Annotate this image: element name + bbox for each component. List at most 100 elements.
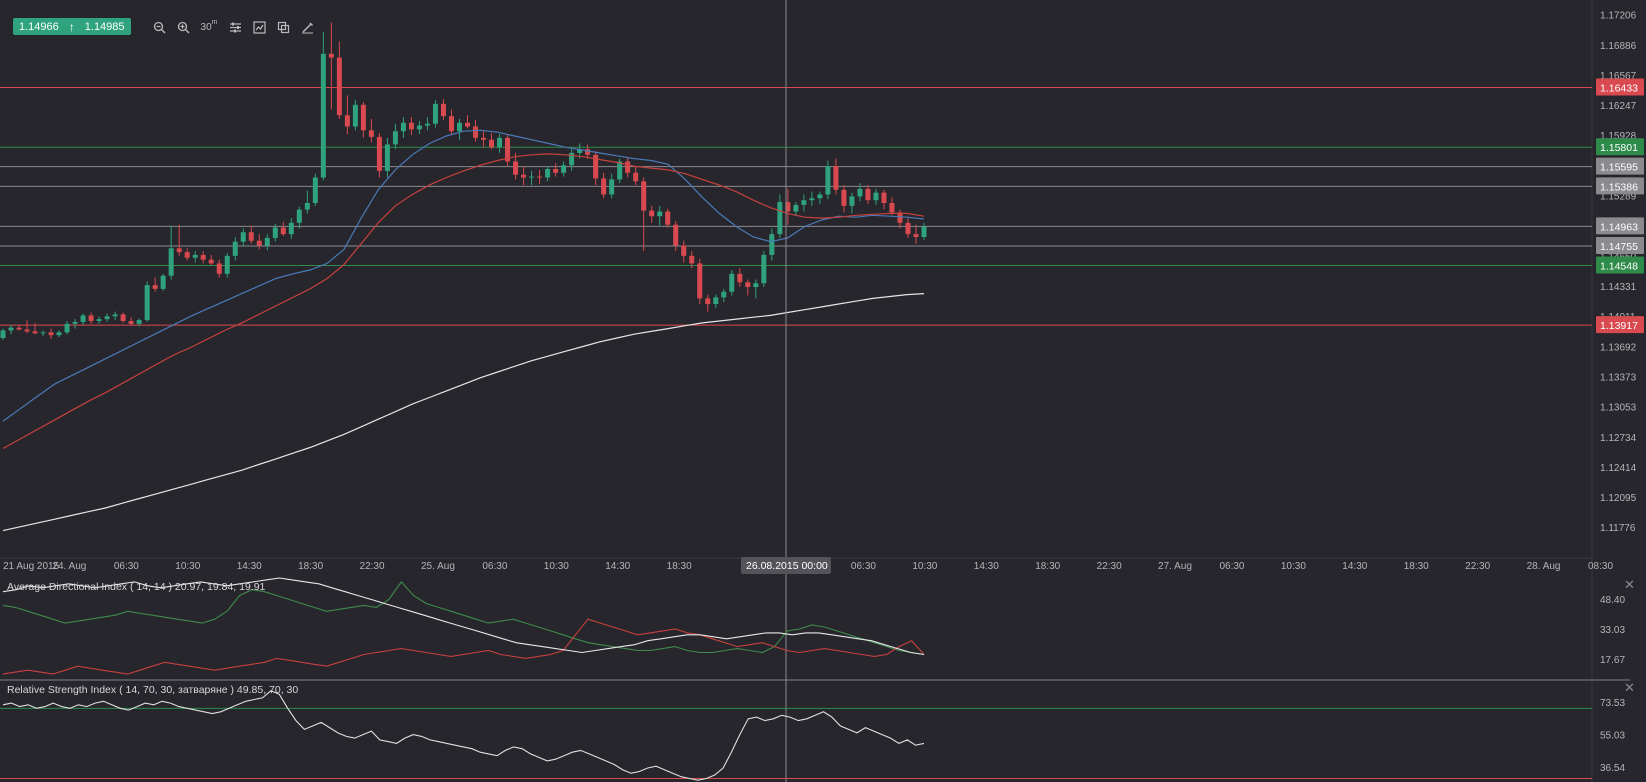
adx-close-icon[interactable]: ✕ [1624, 577, 1635, 592]
price-tick-label: 1.11776 [1600, 523, 1636, 534]
candle-body [529, 176, 535, 178]
time-tick-label: 21 Aug 2015 [3, 561, 60, 572]
price-tick-label: 1.15928 [1600, 131, 1637, 142]
candle-body [873, 192, 879, 201]
candle-body [545, 169, 551, 178]
candle-body [416, 125, 422, 130]
rsi-label: Relative Strength Index ( 14, 70, 30, за… [7, 684, 299, 696]
candle-body [328, 53, 334, 58]
candle-body [625, 161, 631, 173]
candle-body [561, 165, 567, 173]
moving-average-ma_long [2, 293, 925, 532]
time-tick-label: 18:30 [667, 561, 692, 572]
candle-body [456, 122, 462, 132]
settings-icon[interactable] [226, 18, 244, 36]
candle-body [825, 166, 831, 195]
timeframe-unit: m [211, 18, 218, 26]
candle-body [521, 174, 527, 178]
candle-body [104, 316, 110, 320]
candle-body [96, 319, 102, 322]
candle-body [777, 202, 783, 235]
draw-icon[interactable] [298, 18, 316, 36]
time-tick-label: 22:30 [360, 561, 385, 572]
time-tick-label: 06:30 [482, 561, 507, 572]
timeframe-icon[interactable]: 30 m [198, 18, 220, 36]
candle-body [697, 263, 703, 299]
candle-body [88, 315, 94, 322]
candle-body [553, 169, 559, 173]
candle-body [857, 188, 863, 197]
candle-body [160, 275, 166, 289]
time-tick-label: 14:30 [237, 561, 262, 572]
level-badge [1596, 157, 1644, 175]
level-label: 1.15386 [1600, 181, 1638, 193]
candle-body [497, 137, 503, 148]
candle-body [64, 323, 70, 333]
candle-body [432, 103, 438, 124]
time-tick-label: 14:30 [974, 561, 999, 572]
bid-ask-badge[interactable]: 1.14966 ↑ 1.14985 [13, 18, 131, 35]
price-tick-label: 1.16567 [1600, 71, 1637, 82]
level-badge [1596, 236, 1644, 254]
level-badge [1596, 217, 1644, 235]
candle-body [376, 136, 382, 171]
level-label: 1.14755 [1600, 241, 1638, 253]
candle-body [48, 332, 54, 336]
level-badge [1596, 78, 1644, 96]
candle-body [280, 227, 286, 235]
candle-body [112, 314, 118, 317]
chart-type-icon[interactable] [250, 18, 268, 36]
candle-body [649, 210, 655, 217]
candle-body [448, 116, 454, 132]
rsi-close-icon[interactable]: ✕ [1624, 680, 1635, 695]
candle-body [609, 179, 615, 195]
level-badge [1596, 177, 1644, 195]
time-tick-label: 14:30 [1342, 561, 1367, 572]
candle-body [633, 172, 639, 182]
candle-body [232, 241, 238, 256]
candle-body [537, 176, 543, 178]
candle-body [296, 209, 302, 223]
level-label: 1.14548 [1600, 260, 1638, 272]
candle-body [673, 224, 679, 246]
candle-body [737, 273, 743, 283]
candle-body [8, 327, 14, 331]
candle-body [761, 254, 767, 284]
candle-body [921, 226, 927, 237]
candle-body [473, 126, 479, 138]
candle-body [80, 315, 86, 322]
candle-body [248, 232, 254, 241]
level-badge [1596, 138, 1644, 156]
candle-body [513, 161, 519, 175]
candle-body [665, 211, 671, 225]
candle-body [128, 321, 134, 324]
time-tick-label: 22:30 [1465, 561, 1490, 572]
candle-body [144, 285, 150, 321]
candle-body [424, 123, 430, 126]
time-tick-label: 14:30 [605, 561, 630, 572]
candle-body [192, 254, 198, 258]
candle-body [753, 283, 759, 288]
candle-body [601, 178, 607, 195]
candle-body [481, 137, 487, 140]
candle-body [392, 131, 398, 145]
candle-body [256, 240, 262, 246]
level-label: 1.15801 [1600, 142, 1638, 154]
level-label: 1.13917 [1600, 320, 1638, 332]
candle-body [465, 122, 471, 127]
candle-body [240, 232, 246, 242]
time-tick-label: 06:30 [114, 561, 139, 572]
price-tick-label: 1.12734 [1600, 433, 1637, 444]
candle-body [168, 248, 174, 276]
adx-tick-label: 48.40 [1600, 595, 1625, 606]
level-label: 1.14963 [1600, 221, 1638, 233]
candle-body [689, 255, 695, 264]
candle-body [288, 222, 294, 235]
layers-icon[interactable] [274, 18, 292, 36]
zoom-in-icon[interactable] [174, 18, 192, 36]
time-tick-label: 28. Aug [1527, 561, 1561, 572]
candle-body [801, 200, 807, 205]
zoom-out-icon[interactable] [150, 18, 168, 36]
candle-body [913, 234, 919, 237]
